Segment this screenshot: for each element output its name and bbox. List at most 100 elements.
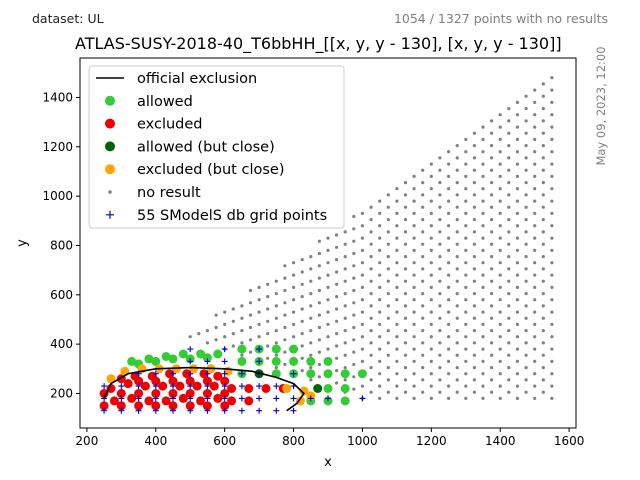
no-result-point <box>481 199 485 203</box>
smodels-grid-point <box>135 383 142 390</box>
smodels-grid-point <box>135 395 142 402</box>
x-axis-label: x <box>324 455 332 470</box>
no-result-point <box>447 236 451 240</box>
allowed-point <box>340 369 350 379</box>
excluded-point <box>99 389 109 398</box>
no-result-point <box>455 156 459 160</box>
no-result-point <box>240 341 244 345</box>
no-result-point <box>541 353 545 357</box>
no-result-point <box>292 310 296 314</box>
no-result-point <box>455 304 459 308</box>
no-result-point <box>464 335 468 339</box>
allowed-point <box>306 369 316 379</box>
excluded-point <box>220 401 230 411</box>
x-tick-label: 600 <box>213 434 236 448</box>
no-result-point <box>490 119 494 123</box>
no-result-point <box>550 384 554 388</box>
no-result-point <box>524 131 528 135</box>
no-result-point <box>455 168 459 172</box>
no-result-point <box>248 350 253 354</box>
no-result-point <box>541 316 545 320</box>
no-result-point <box>515 322 520 326</box>
no-result-point <box>541 279 545 283</box>
smodels-grid-point <box>290 370 297 377</box>
no-result-point <box>300 344 304 348</box>
no-result-point <box>412 335 416 339</box>
no-result-point <box>550 285 554 289</box>
excluded-point <box>220 389 230 398</box>
no-result-point <box>533 285 537 289</box>
no-result-point <box>472 193 476 197</box>
no-result-point <box>541 390 545 394</box>
no-result-point <box>464 310 468 314</box>
no-result-point <box>326 236 330 240</box>
no-result-point <box>524 205 528 209</box>
no-result-point <box>498 359 502 363</box>
no-result-point <box>515 359 520 363</box>
no-result-point <box>472 316 476 320</box>
no-result-point <box>472 242 476 246</box>
no-result-point <box>274 341 278 345</box>
no-result-point <box>550 187 554 191</box>
no-result-point <box>447 285 451 289</box>
no-result-point <box>403 255 408 259</box>
allowed-point <box>161 352 171 361</box>
no-result-point <box>490 131 494 135</box>
no-result-point <box>541 131 545 135</box>
no-result-point <box>550 113 554 117</box>
y-axis-label: y <box>15 239 30 247</box>
no-result-point <box>309 279 313 283</box>
legend-label: 55 SModelS db grid points <box>137 208 327 224</box>
excluded-point <box>209 381 219 391</box>
y-tick-label: 600 <box>50 288 73 302</box>
no-result-point <box>533 372 537 376</box>
no-result-point <box>317 313 321 317</box>
no-result-point <box>438 242 442 246</box>
no-result-point <box>309 378 313 382</box>
no-result-point <box>266 295 270 299</box>
no-result-point <box>507 279 511 283</box>
no-result-point <box>447 298 451 302</box>
no-result-point <box>533 236 537 240</box>
no-result-point <box>515 335 520 339</box>
no-result-point <box>429 298 433 302</box>
no-result-point <box>369 341 373 345</box>
allowed-point <box>196 349 206 359</box>
no-result-point <box>524 390 528 394</box>
no-result-point <box>507 366 511 370</box>
no-result-point <box>541 144 545 148</box>
no-result-point <box>481 174 485 178</box>
no-result-point <box>533 174 537 178</box>
no-result-point <box>369 230 373 234</box>
no-result-point <box>429 199 433 203</box>
no-result-point <box>386 218 390 222</box>
no-result-point <box>403 353 408 357</box>
no-result-point <box>550 372 554 376</box>
smodels-grid-point <box>221 358 228 365</box>
no-result-point <box>326 298 330 302</box>
smodels-grid-point <box>187 407 194 414</box>
no-result-point <box>214 338 218 342</box>
no-result-point <box>498 335 502 339</box>
no-result-point <box>438 205 442 209</box>
no-result-point <box>360 298 364 302</box>
excluded-point <box>261 384 271 393</box>
chart-title: ATLAS-SUSY-2018-40_T6bbHH_[[x, y, y - 13… <box>75 34 562 53</box>
no-result-point <box>403 378 408 382</box>
no-result-point <box>403 242 408 246</box>
no-result-point <box>515 396 520 400</box>
no-result-point <box>490 255 494 259</box>
excluded-point <box>202 401 212 411</box>
no-result-point <box>507 304 511 308</box>
no-result-point <box>490 329 494 333</box>
excluded-point <box>213 371 223 381</box>
no-result-point <box>386 304 390 308</box>
allowed-point <box>127 356 137 366</box>
no-result-point <box>438 366 442 370</box>
excluded-point <box>123 379 133 389</box>
no-result-point <box>421 353 425 357</box>
no-result-point <box>352 251 356 256</box>
no-result-point <box>515 384 520 388</box>
no-result-point <box>533 88 537 92</box>
no-result-point <box>274 292 278 296</box>
